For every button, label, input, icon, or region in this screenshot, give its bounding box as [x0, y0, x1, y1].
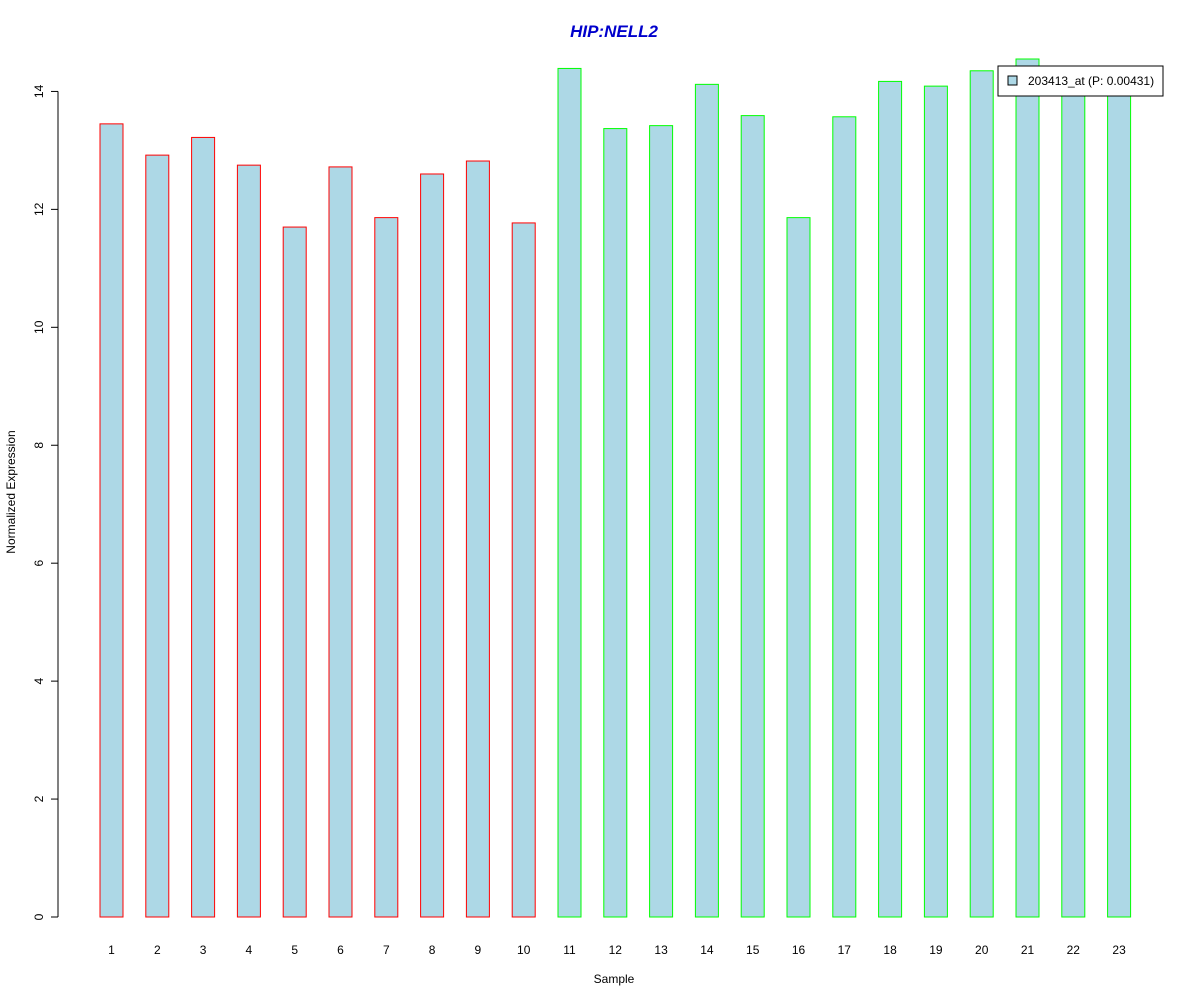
x-tick-label: 10 — [517, 943, 531, 957]
x-tick-label: 23 — [1112, 943, 1126, 957]
y-tick-label: 8 — [32, 442, 46, 449]
x-tick-label: 12 — [609, 943, 623, 957]
x-tick-label: 20 — [975, 943, 989, 957]
bar — [282, 226, 307, 918]
x-tick-label: 17 — [838, 943, 852, 957]
bar — [1107, 82, 1132, 918]
x-tick-label: 15 — [746, 943, 760, 957]
y-tick-label: 14 — [32, 84, 46, 98]
bar — [99, 123, 124, 918]
x-tick-label: 5 — [291, 943, 298, 957]
x-tick-label: 11 — [563, 943, 576, 957]
bar — [557, 67, 582, 918]
y-tick-label: 12 — [32, 202, 46, 216]
bar — [969, 70, 994, 918]
bar — [694, 83, 719, 918]
bar — [878, 80, 903, 918]
y-tick-label: 10 — [32, 320, 46, 334]
bar — [832, 116, 857, 918]
bar — [786, 217, 811, 918]
x-tick-label: 16 — [792, 943, 806, 957]
y-tick-label: 2 — [32, 795, 46, 802]
bar — [374, 217, 399, 918]
bar — [236, 164, 261, 918]
bar — [603, 128, 628, 918]
x-tick-label: 19 — [929, 943, 943, 957]
x-tick-label: 7 — [383, 943, 390, 957]
x-tick-label: 14 — [700, 943, 714, 957]
y-tick-label: 0 — [32, 913, 46, 920]
y-tick-label: 4 — [32, 677, 46, 684]
bar — [923, 85, 948, 918]
bar — [1015, 58, 1040, 918]
legend-label: 203413_at (P: 0.00431) — [1028, 74, 1154, 88]
y-tick-label: 6 — [32, 560, 46, 567]
bar — [145, 154, 170, 918]
x-axis-title: Sample — [594, 972, 635, 986]
x-tick-label: 3 — [200, 943, 207, 957]
x-tick-label: 1 — [108, 943, 115, 957]
bar — [465, 160, 490, 918]
chart-title: HIP:NELL2 — [570, 22, 658, 41]
bar — [1061, 70, 1086, 918]
bar — [191, 136, 216, 918]
legend-swatch — [1007, 75, 1018, 86]
bar — [511, 222, 536, 918]
legend: 203413_at (P: 0.00431) — [997, 65, 1164, 97]
bar — [649, 125, 674, 918]
x-tick-label: 6 — [337, 943, 344, 957]
x-tick-label: 13 — [654, 943, 668, 957]
x-tick-label: 8 — [429, 943, 436, 957]
legend-box — [997, 65, 1164, 97]
x-tick-label: 4 — [246, 943, 253, 957]
bar — [328, 166, 353, 918]
y-axis-title: Normalized Expression — [4, 430, 18, 553]
bar — [740, 115, 765, 918]
x-tick-labels: 1 2 3 4 5 6 7 8 9 10 11 12 13 14 15 16 17 18 19 20 21 22 23 — [108, 943, 1126, 957]
x-tick-label: 18 — [883, 943, 897, 957]
x-tick-label: 21 — [1021, 943, 1035, 957]
bar — [420, 173, 445, 918]
x-tick-label: 9 — [475, 943, 482, 957]
y-axis: 0 2 4 6 8 10 12 14 — [32, 84, 59, 920]
x-tick-label: 22 — [1067, 943, 1081, 957]
bars-group — [99, 58, 1132, 918]
x-tick-label: 2 — [154, 943, 161, 957]
